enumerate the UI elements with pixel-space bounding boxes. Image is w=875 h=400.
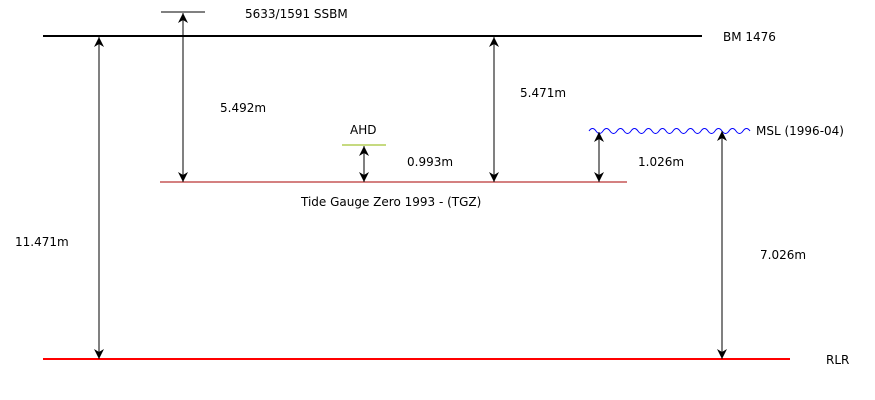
bm-to-tgz-value: 5.471m — [520, 86, 566, 100]
bm-to-rlr-value: 11.471m — [15, 235, 69, 249]
msl-to-tgz-value: 1.026m — [638, 155, 684, 169]
ahd-label: AHD — [350, 123, 376, 137]
rlr-label: RLR — [826, 353, 849, 367]
msl-label: MSL (1996-04) — [756, 124, 844, 138]
msl-level-wave — [588, 128, 751, 134]
ssbm-to-tgz-value: 5.492m — [220, 101, 266, 115]
ssbm-label: 5633/1591 SSBM — [245, 7, 348, 21]
bm-label: BM 1476 — [723, 30, 776, 44]
ahd-to-tgz-value: 0.993m — [407, 155, 453, 169]
msl-to-rlr-value: 7.026m — [760, 248, 806, 262]
tgz-label: Tide Gauge Zero 1993 - (TGZ) — [300, 195, 481, 209]
